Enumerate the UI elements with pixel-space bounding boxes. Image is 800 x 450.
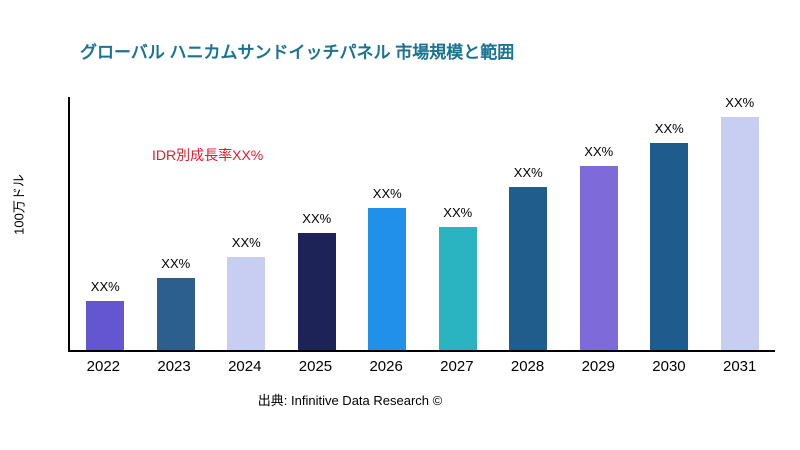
bar-data-label: XX%	[513, 165, 543, 180]
bar	[579, 166, 618, 350]
bar	[650, 143, 689, 350]
x-tick-label: 2031	[722, 358, 757, 375]
x-axis-tick-labels: 2022 2023 2024 2025 2026 2027 2028 2029 2030 2031	[68, 358, 775, 375]
bar-column: XX%	[423, 205, 494, 350]
bar-column: XX%	[705, 95, 776, 350]
bar-column: XX%	[352, 186, 423, 350]
bar-data-label: XX%	[302, 211, 332, 226]
x-tick-label: 2022	[86, 358, 121, 375]
bar-column: XX%	[634, 121, 705, 350]
bar	[156, 278, 195, 350]
bar-data-label: XX%	[584, 144, 614, 159]
bar	[368, 208, 407, 350]
bar-column: XX%	[70, 279, 141, 350]
bar-data-label: XX%	[231, 235, 261, 250]
bar	[438, 227, 477, 350]
bar	[227, 257, 266, 350]
x-tick-label: 2024	[228, 358, 262, 375]
x-tick-label: 2029	[581, 358, 615, 375]
growth-rate-annotation: IDR別成長率XX%	[152, 147, 264, 163]
bar	[86, 301, 125, 350]
x-tick-label: 2030	[652, 358, 686, 375]
x-tick-label: 2025	[298, 358, 333, 375]
bar	[509, 187, 548, 350]
x-tick-label: 2028	[510, 358, 545, 375]
bar	[720, 117, 759, 350]
bar-data-label: XX%	[725, 95, 755, 110]
bar-data-label: XX%	[443, 205, 473, 220]
bar-data-label: XX%	[372, 186, 402, 201]
bar-column: XX%	[564, 144, 635, 350]
chart-title: グローバル ハニカムサンドイッチパネル 市場規模と範囲	[80, 43, 515, 62]
bar	[297, 233, 336, 350]
bar-data-label: XX%	[161, 256, 191, 271]
source-caption: 出典: Infinitive Data Research ©	[257, 393, 443, 408]
bar-column: XX%	[211, 235, 282, 350]
bar-column: XX%	[493, 165, 564, 350]
bar-column: XX%	[141, 256, 212, 350]
x-tick-label: 2023	[157, 358, 191, 375]
y-axis-label: 100万ドル	[11, 174, 27, 235]
bar-data-label: XX%	[90, 279, 120, 294]
bars-container: XX% XX% XX% XX% XX% XX% XX% XX% XX% XX%	[70, 95, 776, 350]
bar-column: XX%	[282, 211, 353, 350]
plot-area: IDR別成長率XX% XX% XX% XX% XX% XX% XX% XX% XX% XX% XX…	[68, 95, 776, 352]
x-tick-label: 2026	[369, 358, 403, 375]
bar-data-label: XX%	[654, 121, 684, 136]
x-tick-label: 2027	[440, 358, 474, 375]
